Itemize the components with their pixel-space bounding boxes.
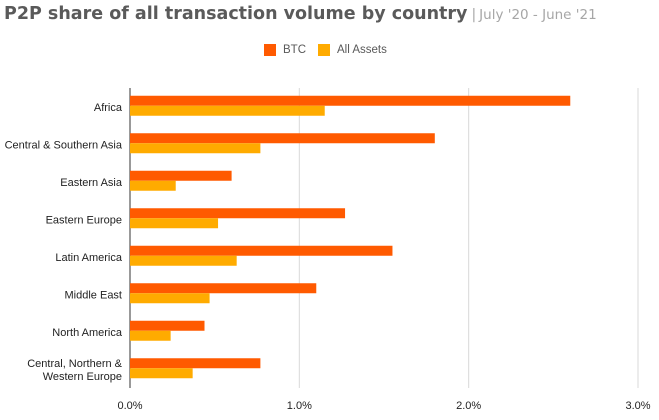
category-label: Western Europe [43, 371, 122, 383]
category-label: Latin America [55, 252, 123, 264]
bar-all-assets [130, 105, 325, 116]
legend-swatch-btc [264, 44, 276, 56]
bar-all-assets [130, 368, 193, 379]
bar-all-assets [130, 293, 210, 304]
bar-all-assets [130, 255, 237, 266]
x-tick-label: 2.0% [456, 400, 481, 412]
legend-label-btc: BTC [283, 44, 306, 56]
bar-btc [130, 170, 232, 181]
chart-legend: BTC All Assets [264, 44, 399, 56]
bar-btc [130, 320, 205, 331]
legend-item-btc: BTC [264, 44, 306, 56]
x-tick-label: 1.0% [287, 400, 312, 412]
bar-btc [130, 283, 317, 294]
category-label: Africa [94, 102, 123, 114]
bar-btc [130, 245, 393, 256]
bar-btc [130, 95, 571, 106]
x-tick-label: 0.0% [117, 400, 142, 412]
category-label: Eastern Europe [46, 214, 122, 226]
bar-all-assets [130, 143, 261, 154]
category-label: Central & Southern Asia [5, 139, 123, 151]
category-label: Middle East [65, 289, 122, 301]
legend-item-all-assets: All Assets [318, 44, 387, 56]
title-separator: | [471, 7, 477, 23]
bar-all-assets [130, 180, 176, 191]
bar-all-assets [130, 218, 219, 229]
bar-btc [130, 358, 261, 369]
x-tick-label: 3.0% [625, 400, 650, 412]
chart-subtitle: July '20 - June '21 [479, 7, 597, 23]
category-label: Eastern Asia [60, 177, 123, 189]
bar-all-assets [130, 330, 171, 341]
chart-title-block: P2P share of all transaction volume by c… [4, 4, 597, 24]
chart-title: P2P share of all transaction volume by c… [4, 4, 468, 24]
legend-swatch-all-assets [318, 44, 330, 56]
category-label: North America [52, 327, 123, 339]
bar-btc [130, 208, 346, 219]
category-label: Central, Northern & [27, 358, 122, 370]
legend-label-all-assets: All Assets [337, 44, 387, 56]
bar-btc [130, 133, 435, 144]
